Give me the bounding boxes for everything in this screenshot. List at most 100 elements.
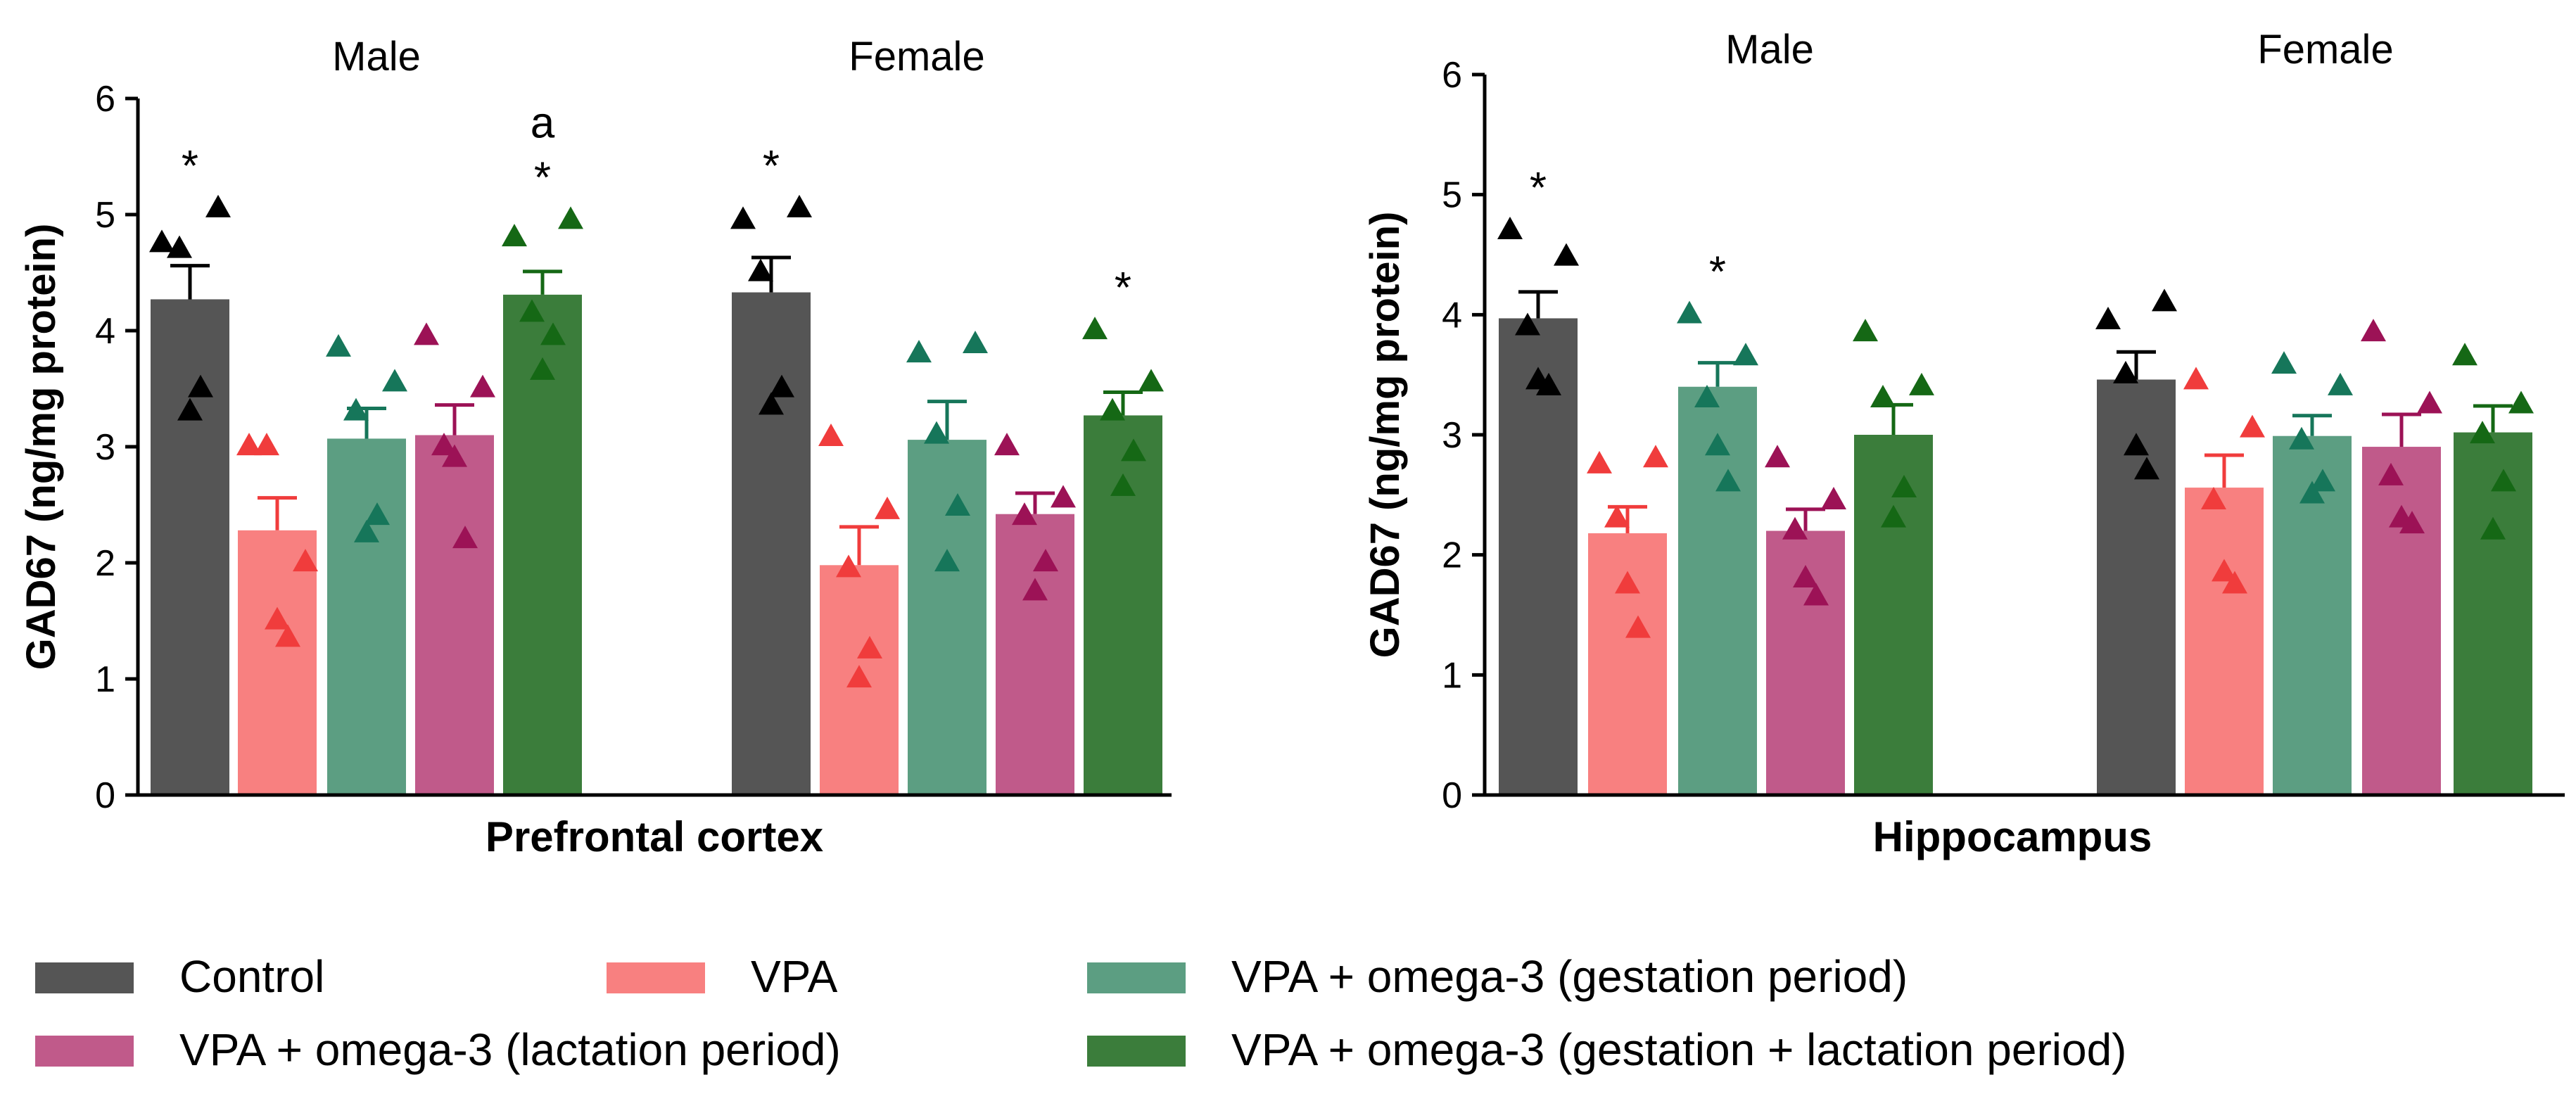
data-point [2240, 414, 2265, 438]
legend-swatch [35, 1036, 134, 1067]
data-point [177, 398, 203, 421]
data-point [502, 224, 527, 247]
legend: Control VPA VPA + omega-3 (gestation perio… [35, 951, 2126, 1075]
data-point [730, 206, 756, 229]
data-point [836, 554, 861, 578]
y-tick-label: 5 [1442, 175, 1462, 216]
data-point [2399, 511, 2425, 534]
data-point [414, 322, 439, 345]
x-axis-label: Prefrontal cortex [486, 813, 823, 860]
data-point [2152, 288, 2177, 312]
significance-marker: a [531, 98, 555, 147]
data-point [149, 229, 175, 253]
y-tick-label: 2 [95, 543, 115, 584]
legend-label: Control [179, 951, 324, 1002]
data-point [846, 665, 872, 688]
data-point [787, 194, 812, 217]
data-point [2124, 433, 2149, 456]
data-point [254, 433, 279, 456]
legend-item-gest: VPA + omega-3 (gestation period) [1087, 951, 1908, 1002]
data-point [906, 340, 932, 363]
significance-marker: * [763, 142, 780, 191]
data-point [934, 549, 960, 572]
data-point [1110, 473, 1136, 496]
data-point [1694, 384, 1720, 407]
data-point [1625, 615, 1651, 638]
data-point [1082, 317, 1108, 340]
data-point [2095, 307, 2121, 330]
data-point [364, 502, 390, 526]
data-point [2480, 516, 2506, 540]
data-point [769, 374, 794, 398]
y-tick-label: 4 [95, 311, 115, 352]
bar [2185, 488, 2264, 795]
bar [327, 438, 406, 795]
y-tick-label: 0 [1442, 775, 1462, 816]
data-point [875, 496, 900, 519]
data-point [431, 433, 457, 456]
y-tick-label: 3 [95, 427, 115, 468]
y-tick-label: 1 [95, 659, 115, 700]
y-axis-label: GAD67 (ng/mg protein) [1362, 212, 1408, 659]
data-point [994, 433, 1020, 456]
data-point [1515, 312, 1540, 336]
significance-marker: * [1709, 248, 1726, 296]
data-point [1803, 583, 1829, 606]
data-point [1909, 372, 1934, 395]
data-point [818, 423, 844, 446]
data-point [519, 299, 545, 322]
data-point [2508, 390, 2534, 414]
data-point [2271, 351, 2297, 374]
data-point [354, 519, 379, 542]
significance-marker: * [182, 142, 198, 191]
significance-marker: * [534, 153, 551, 202]
significance-marker: * [1115, 264, 1131, 312]
data-point [1853, 319, 1878, 342]
data-point [275, 624, 300, 647]
data-point [1525, 367, 1551, 390]
data-point [530, 357, 555, 380]
data-point [1677, 300, 1702, 324]
data-point [236, 433, 262, 456]
bar [2362, 447, 2441, 795]
y-tick-label: 5 [95, 195, 115, 236]
legend-label: VPA [751, 951, 838, 1002]
y-tick-label: 0 [95, 775, 115, 816]
chart-panel-prefrontal-cortex: * * * a * 0 1 2 3 4 5 6 GAD67 (ng/mg protein) Male Fem… [18, 34, 1172, 860]
data-point [540, 322, 566, 345]
data-point [1497, 217, 1523, 240]
data-point [1821, 487, 1846, 510]
data-point [1891, 474, 1917, 497]
bar [1084, 415, 1162, 795]
data-point [2299, 481, 2325, 504]
data-point [1100, 398, 1125, 421]
legend-swatch [607, 962, 705, 993]
data-point [2222, 571, 2247, 594]
data-point [2134, 457, 2159, 480]
y-tick-label: 6 [95, 79, 115, 120]
data-point [558, 206, 583, 229]
data-point [2452, 343, 2477, 366]
data-point [188, 374, 213, 398]
bar [1854, 435, 1933, 795]
y-tick-label: 3 [1442, 415, 1462, 456]
data-point [2328, 372, 2353, 395]
group-label: Male [332, 34, 421, 80]
data-point [2201, 487, 2226, 510]
data-point [1765, 445, 1790, 468]
data-point [205, 194, 231, 217]
chart-panel-hippocampus: * * 0 1 2 3 4 5 6 GAD67 (ng/mg protein) Male Female… [1362, 27, 2565, 860]
data-point [1536, 372, 1561, 395]
legend-swatch [35, 962, 134, 993]
data-point [167, 235, 192, 258]
legend-label: VPA + omega-3 (lactation period) [179, 1024, 841, 1075]
data-point [1643, 445, 1668, 468]
data-point [2212, 559, 2237, 582]
significance-marker: * [1530, 164, 1547, 212]
data-point [1793, 564, 1818, 587]
data-point [293, 549, 318, 572]
data-point [2389, 504, 2414, 528]
data-point [1615, 571, 1640, 594]
data-point [1705, 433, 1730, 456]
